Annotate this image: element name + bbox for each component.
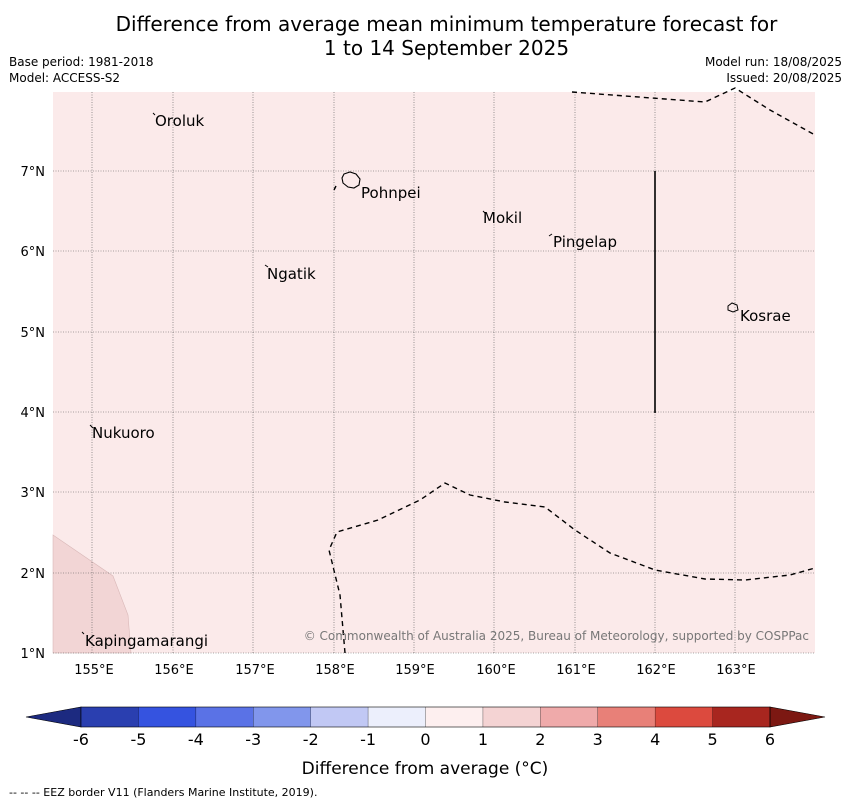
colorbar-title: Difference from average (°C) xyxy=(302,759,549,779)
place-ngatik: Ngatik xyxy=(267,265,316,283)
lon-label-158: 158°E xyxy=(315,663,355,678)
colorbar-tick-label: 4 xyxy=(650,730,660,749)
pingelap-mark xyxy=(548,233,553,237)
colorbar-segment xyxy=(195,707,254,727)
colorbar-segment xyxy=(81,707,139,727)
eez-border-south xyxy=(328,482,816,654)
lat-label-4: 4°N xyxy=(21,406,46,421)
issued-date: Issued: 20/08/2025 xyxy=(726,71,842,85)
colorbar-tick-label: -1 xyxy=(360,730,376,749)
model-name: Model: ACCESS-S2 xyxy=(9,71,121,85)
kapinga-mark xyxy=(81,631,85,635)
map-title-line1: Difference from average mean minimum tem… xyxy=(115,12,778,36)
colorbar-segment xyxy=(310,707,369,727)
oroluk-mark xyxy=(152,112,156,116)
place-kosrae: Kosrae xyxy=(740,307,791,325)
place-mokil: Mokil xyxy=(483,209,522,227)
eez-border-north xyxy=(571,87,816,136)
colorbar-extend-low xyxy=(25,706,82,728)
map-title-line2: 1 to 14 September 2025 xyxy=(323,36,570,60)
colorbar-segment xyxy=(712,707,771,727)
lon-label-155: 155°E xyxy=(74,663,114,678)
southwest-anomaly-region xyxy=(52,534,132,654)
lat-label-3: 3°N xyxy=(21,486,46,501)
colorbar-segment xyxy=(540,707,599,727)
colorbar-segment xyxy=(138,707,197,727)
colorbar-segment xyxy=(368,707,426,727)
place-nukuoro: Nukuoro xyxy=(92,424,155,442)
colorbar-tick-label: 6 xyxy=(765,730,775,749)
colorbar-tick-label: 0 xyxy=(420,730,430,749)
eez-borders xyxy=(328,87,816,654)
nukuoro-mark xyxy=(89,424,94,429)
place-oroluk: Oroluk xyxy=(155,112,204,130)
pohnpei-island xyxy=(341,171,361,189)
colorbar-segment xyxy=(425,707,484,727)
lat-label-6: 6°N xyxy=(21,245,46,260)
colorbar-segment xyxy=(597,707,656,727)
colorbar-segment xyxy=(655,707,714,727)
colorbar-tick-label: 3 xyxy=(593,730,603,749)
colorbar-ticks: -6 -5 -4 -3 -2 -1 0 1 2 3 4 5 6 xyxy=(73,730,775,749)
map-background xyxy=(53,92,815,653)
meta-right: Model run: 18/08/2025 Issued: 20/08/2025 xyxy=(705,54,842,86)
eez-border-pohnpei xyxy=(333,185,337,191)
place-labels: Oroluk Pohnpei Mokil Pingelap Ngatik Kos… xyxy=(85,112,791,650)
lon-labels: 155°E 156°E 157°E 158°E 159°E 160°E 161°… xyxy=(74,663,756,678)
lat-label-1: 1°N xyxy=(21,647,46,662)
lon-label-162: 162°E xyxy=(636,663,676,678)
lon-label-159: 159°E xyxy=(395,663,435,678)
base-period: Base period: 1981-2018 xyxy=(9,55,154,69)
lat-label-5: 5°N xyxy=(21,326,46,341)
lon-label-156: 156°E xyxy=(154,663,194,678)
kosrae-island xyxy=(727,302,739,313)
colorbar-segment xyxy=(482,707,541,727)
lat-label-2: 2°N xyxy=(21,567,46,582)
colorbar-tick-label: -6 xyxy=(73,730,89,749)
meta-left: Base period: 1981-2018 Model: ACCESS-S2 xyxy=(9,54,154,86)
colorbar-tick-label: 5 xyxy=(707,730,717,749)
colorbar xyxy=(25,706,826,728)
colorbar-tick-label: -2 xyxy=(303,730,319,749)
colorbar-extend-high xyxy=(769,706,826,728)
colorbar-tick-label: -5 xyxy=(130,730,146,749)
map-title: Difference from average mean minimum tem… xyxy=(0,12,850,60)
place-pingelap: Pingelap xyxy=(553,233,617,251)
lon-label-157: 157°E xyxy=(235,663,275,678)
lat-labels: 7°N 6°N 5°N 4°N 3°N 2°N 1°N xyxy=(21,165,46,662)
mokil-mark xyxy=(482,210,486,214)
gridlines xyxy=(53,92,815,654)
colorbar-tick-label: 1 xyxy=(478,730,488,749)
place-kapingamarangi: Kapingamarangi xyxy=(85,632,208,650)
lon-label-163: 163°E xyxy=(716,663,756,678)
colorbar-segment xyxy=(253,707,312,727)
model-run: Model run: 18/08/2025 xyxy=(704,55,842,69)
lon-label-160: 160°E xyxy=(476,663,516,678)
footnote: -- -- -- EEZ border V11 (Flanders Marine… xyxy=(9,786,318,799)
atoll-marks xyxy=(81,112,553,635)
map-copyright: © Commonwealth of Australia 2025, Bureau… xyxy=(304,629,809,643)
lat-label-7: 7°N xyxy=(21,165,46,180)
colorbar-tick-label: -4 xyxy=(188,730,204,749)
colorbar-tick-label: -3 xyxy=(245,730,261,749)
colorbar-tick-label: 2 xyxy=(535,730,545,749)
place-pohnpei: Pohnpei xyxy=(361,184,421,202)
ngatik-mark xyxy=(264,264,269,268)
lon-label-161: 161°E xyxy=(556,663,596,678)
